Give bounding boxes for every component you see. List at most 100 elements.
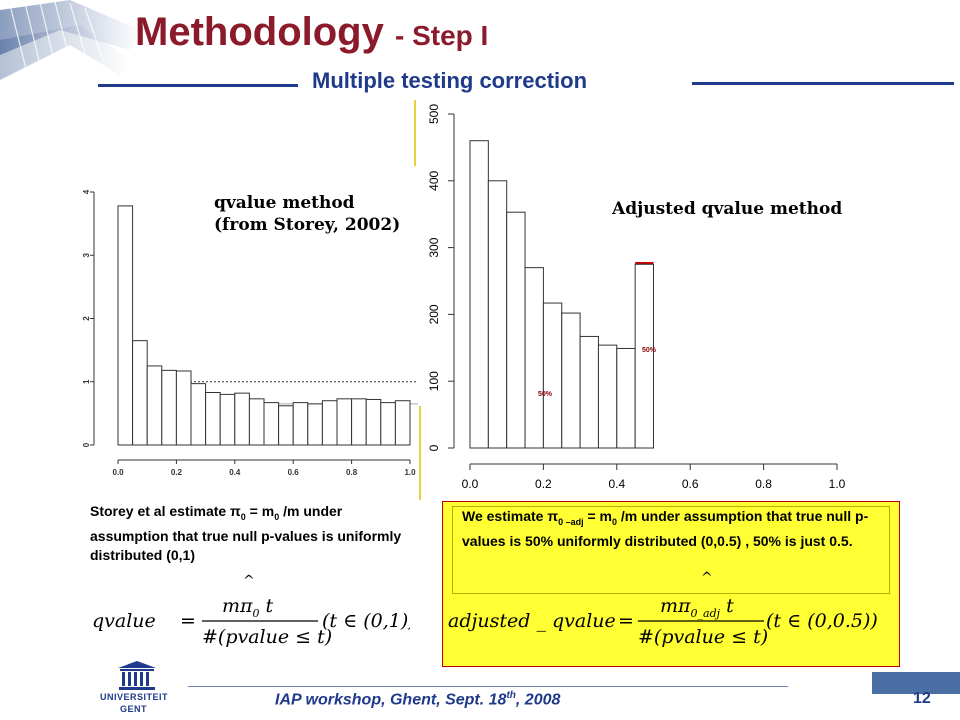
annotation-50-high: 50% xyxy=(642,347,657,354)
footer-workshop-start: IAP workshop, Ghent, Sept. 18 xyxy=(275,691,507,709)
adjusted-method-highlight xyxy=(442,501,900,667)
right-bar xyxy=(579,335,599,449)
left-bar xyxy=(380,402,396,446)
right-x-tick-label: 0.8 xyxy=(755,477,772,491)
formula-right-numerator: mπ0_adj t xyxy=(660,595,734,620)
footer-accent-box xyxy=(872,672,960,694)
left-bar xyxy=(394,400,411,446)
right-y-tick-label: 100 xyxy=(427,371,441,391)
storey-text-start: Storey et al estimate π xyxy=(90,503,241,519)
right-x-tick-label: 0.0 xyxy=(462,477,479,491)
left-bar xyxy=(292,402,309,446)
adjusted-text-frame xyxy=(452,506,890,594)
formula-left-numerator: mπ0 t xyxy=(222,595,274,620)
formula-right-equals: = xyxy=(618,610,634,632)
left-bar xyxy=(132,340,148,446)
footer-workshop: IAP workshop, Ghent, Sept. 18th, 2008 xyxy=(275,690,560,709)
storey-pi-subscript: 0 xyxy=(240,511,246,522)
qvalue-histogram: 0 1 2 3 4 0.0 0.2 0.4 0.6 0.8 1.0 qvalue method (f… xyxy=(82,189,418,477)
left-y-tick-label: 2 xyxy=(82,316,91,321)
title-step: - Step I xyxy=(394,20,489,51)
storey-text-end: /m under assumption that true null p-val… xyxy=(90,503,402,563)
qvalue-formula: qvalue = mπ0 t #(pvalue ≤ t) (t ∈ (0,1)) xyxy=(92,595,410,648)
adjusted-description: We estimate π0 –adj = m0 /m under assump… xyxy=(462,507,882,551)
formula-right-condition: (t ∈ (0,0.5)) xyxy=(766,610,878,632)
storey-text-mid: = m xyxy=(245,503,275,519)
our-m-subscript: 0 xyxy=(611,516,617,527)
footer-workshop-end: , 2008 xyxy=(515,691,561,709)
right-bar xyxy=(616,347,636,449)
left-plot-title-line2: (from Storey, 2002) xyxy=(214,215,400,235)
right-bar xyxy=(506,211,526,449)
formula-left-equals: = xyxy=(180,610,196,632)
formula-right-lhs: adjusted _ qvalue xyxy=(448,610,616,632)
left-bar xyxy=(146,365,163,446)
right-y-tick-label: 300 xyxy=(427,237,441,257)
formula-right-denominator: #(pvalue ≤ t) xyxy=(638,626,768,648)
left-bar xyxy=(117,205,134,446)
left-bar xyxy=(190,383,207,446)
left-bar xyxy=(234,392,250,446)
header-decoration xyxy=(0,0,140,86)
hat-symbol-left: ^ xyxy=(243,573,255,589)
left-x-tick-label: 0.6 xyxy=(288,468,300,477)
footer-workshop-sup: th xyxy=(506,690,516,701)
our-pi-subscript: 0 –adj xyxy=(558,516,584,527)
right-y-tick-label: 500 xyxy=(427,104,441,124)
right-axes: 0 100 200 300 400 500 0.0 0.2 0.4 0.6 0.8 1.0 xyxy=(414,100,846,500)
left-bar xyxy=(161,369,177,446)
left-x-tick-label: 0.8 xyxy=(346,468,358,477)
left-bar xyxy=(351,398,367,446)
storey-description: Storey et al estimate π0 = m0 /m under a… xyxy=(90,502,402,565)
left-bar xyxy=(175,370,192,446)
formula-left-condition: (t ∈ (0,1)) xyxy=(322,610,410,632)
page-number: 12 xyxy=(913,690,931,707)
left-y-tick-label: 3 xyxy=(82,252,91,257)
left-y-tick-label: 1 xyxy=(82,379,91,384)
right-y-tick-label: 0 xyxy=(427,444,441,451)
logo-text-gent: GENT xyxy=(120,704,148,714)
right-bars xyxy=(469,140,654,449)
header-rule-left xyxy=(98,84,298,87)
annotation-50-low: 50% xyxy=(538,391,553,398)
right-bar xyxy=(542,302,563,449)
logo-text-universiteit: UNIVERSITEIT xyxy=(100,692,169,702)
hat-symbol-right: ^ xyxy=(701,570,713,586)
right-x-tick-label: 0.4 xyxy=(608,477,625,491)
left-plot-title-line1: qvalue method xyxy=(214,193,355,213)
formula-left-denominator: #(pvalue ≤ t) xyxy=(202,626,332,648)
left-bar xyxy=(248,398,265,446)
left-bar xyxy=(205,392,221,446)
left-x-tick-label: 0.4 xyxy=(229,468,241,477)
left-y-tick-label: 0 xyxy=(82,442,91,447)
page-subtitle: Multiple testing correction xyxy=(312,68,588,93)
right-bar xyxy=(524,267,544,449)
left-y-tick-label: 4 xyxy=(82,189,91,194)
left-bar xyxy=(336,398,353,446)
our-text-start: We estimate π xyxy=(462,508,559,524)
header-rule-right xyxy=(692,82,954,85)
right-bar xyxy=(634,263,654,449)
right-bar xyxy=(561,312,581,449)
right-plot-title: Adjusted qvalue method xyxy=(611,199,842,219)
university-logo xyxy=(118,661,156,690)
left-bar xyxy=(219,393,236,446)
page-title: Methodology - Step I xyxy=(135,10,488,55)
left-bar xyxy=(307,403,323,446)
left-bars xyxy=(117,205,411,446)
left-bar xyxy=(278,405,294,446)
right-bar xyxy=(469,140,489,449)
right-x-tick-label: 0.6 xyxy=(682,477,699,491)
our-text-mid: = m xyxy=(583,508,612,524)
right-y-tick-label: 200 xyxy=(427,304,441,324)
left-x-tick-label: 1.0 xyxy=(404,468,416,477)
adjusted-qvalue-histogram: 0 100 200 300 400 500 0.0 0.2 0.4 0.6 0.8 1.0 Adjus… xyxy=(414,100,846,500)
adjusted-qvalue-formula: adjusted _ qvalue = mπ0_adj t #(pvalue ≤… xyxy=(448,595,878,648)
left-bar xyxy=(365,398,382,446)
right-bar xyxy=(597,344,618,449)
right-bar xyxy=(487,180,508,449)
formula-left-lhs: qvalue xyxy=(92,610,156,632)
left-bar xyxy=(321,400,338,446)
footer-rule xyxy=(188,686,788,687)
storey-m-subscript: 0 xyxy=(274,511,280,522)
